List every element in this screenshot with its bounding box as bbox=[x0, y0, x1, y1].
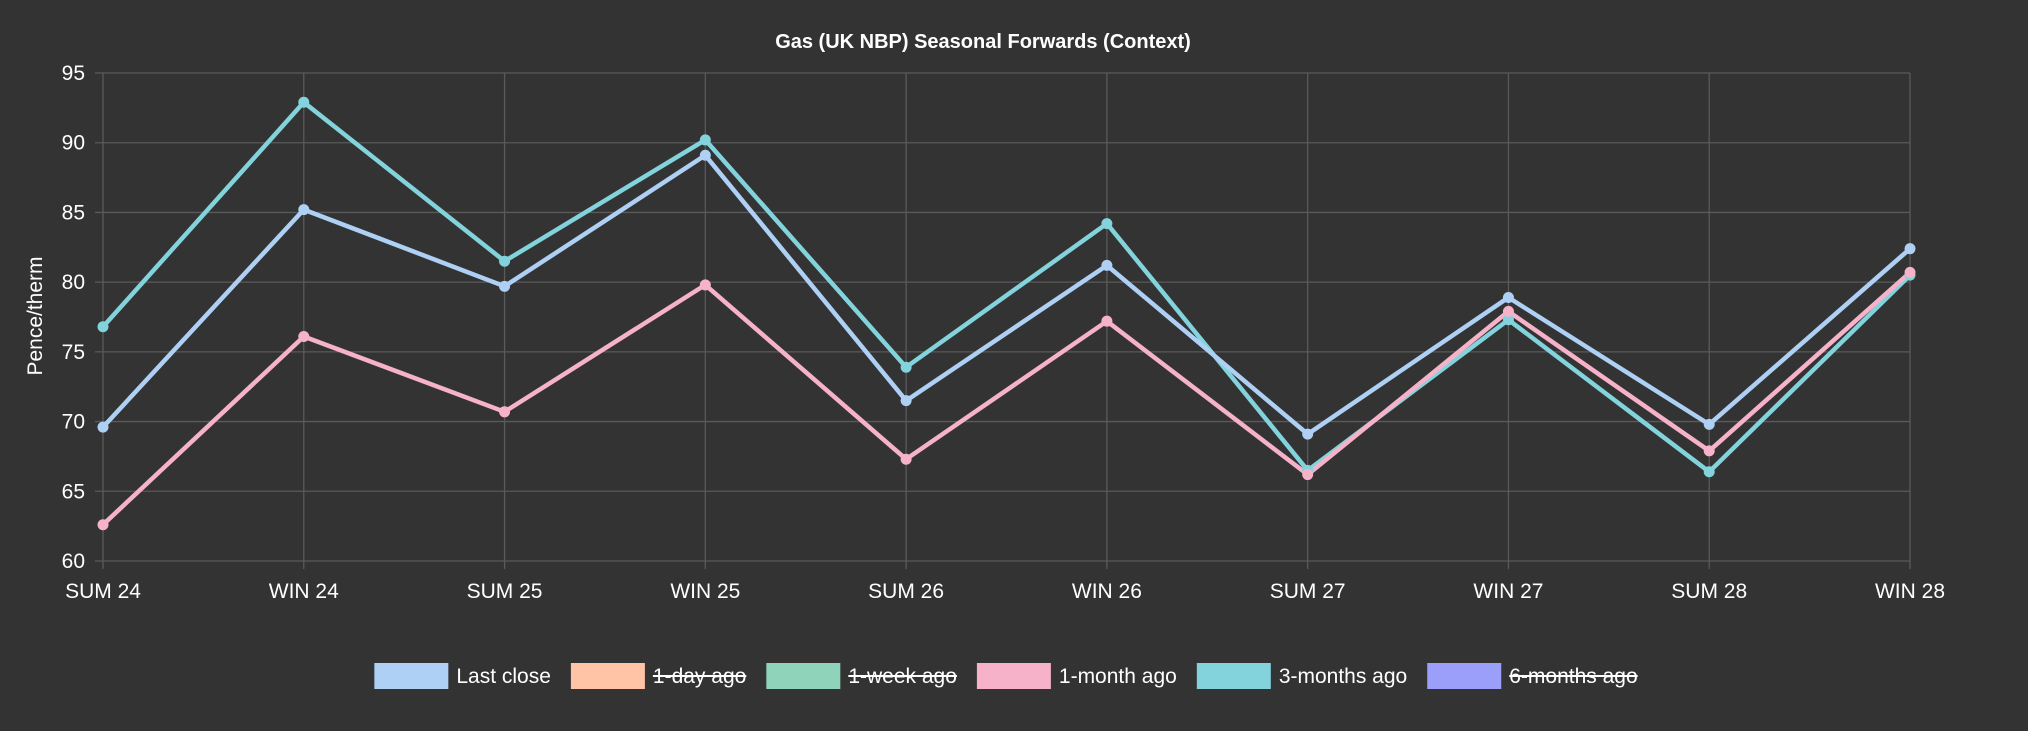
legend-swatch bbox=[1427, 663, 1502, 689]
x-tick-label: SUM 24 bbox=[65, 580, 141, 603]
y-axis-title: Pence/therm bbox=[24, 256, 47, 375]
legend-label: Last close bbox=[456, 665, 551, 688]
series-line-3-months-ago bbox=[101, 100, 1912, 475]
data-point-3-months-ago[interactable] bbox=[1502, 314, 1514, 326]
series-lines bbox=[101, 100, 1912, 527]
legend-item-6-months-ago[interactable]: 6-months ago bbox=[1427, 663, 1638, 689]
data-point-3-months-ago[interactable] bbox=[298, 96, 310, 108]
data-point-last-close[interactable] bbox=[1904, 243, 1916, 255]
legend: Last close 1-day ago 1-week ago 1-month ago… bbox=[374, 663, 1638, 689]
data-point-3-months-ago[interactable] bbox=[1101, 218, 1113, 230]
x-tick-label: WIN 26 bbox=[1072, 580, 1142, 603]
data-point-3-months-ago[interactable] bbox=[900, 361, 912, 373]
y-tick-label: 85 bbox=[62, 201, 85, 224]
legend-item-last-close[interactable]: Last close bbox=[374, 663, 551, 689]
data-point-last-close[interactable] bbox=[1302, 428, 1314, 440]
y-tick-label: 90 bbox=[62, 132, 85, 155]
data-point-last-close[interactable] bbox=[1703, 418, 1715, 430]
y-tick-label: 75 bbox=[62, 341, 85, 364]
data-point-1-month-ago[interactable] bbox=[699, 279, 711, 291]
series-line-last-close bbox=[101, 153, 1912, 437]
data-point-3-months-ago[interactable] bbox=[699, 134, 711, 146]
data-point-last-close[interactable] bbox=[499, 280, 511, 292]
data-point-1-month-ago[interactable] bbox=[900, 453, 912, 465]
x-tick-label: SUM 25 bbox=[467, 580, 543, 603]
y-tick-label: 70 bbox=[62, 411, 85, 434]
x-tick-label: SUM 26 bbox=[868, 580, 944, 603]
legend-swatch bbox=[570, 663, 645, 689]
data-point-3-months-ago[interactable] bbox=[1703, 466, 1715, 478]
x-tick-label: WIN 27 bbox=[1473, 580, 1543, 603]
x-tick-label: SUM 28 bbox=[1671, 580, 1747, 603]
y-axis-ticks: 60 65 70 75 80 85 90 95 bbox=[62, 62, 85, 573]
chart-title: Gas (UK NBP) Seasonal Forwards (Context) bbox=[775, 31, 1191, 53]
series-line-1-month-ago bbox=[101, 270, 1912, 527]
legend-swatch bbox=[766, 663, 841, 689]
y-tick-label: 80 bbox=[62, 271, 85, 294]
legend-item-1-month-ago[interactable]: 1-month ago bbox=[976, 663, 1177, 689]
series-points bbox=[97, 96, 1916, 531]
data-point-1-month-ago[interactable] bbox=[298, 331, 310, 343]
x-tick-label: SUM 27 bbox=[1270, 580, 1346, 603]
data-point-last-close[interactable] bbox=[97, 421, 109, 433]
legend-swatch bbox=[976, 663, 1051, 689]
legend-label: 3-months ago bbox=[1279, 665, 1407, 688]
data-point-last-close[interactable] bbox=[298, 204, 310, 216]
grid-lines bbox=[95, 72, 1911, 569]
x-axis-ticks: SUM 24 WIN 24 SUM 25 WIN 25 SUM 26 WIN 26 SUM … bbox=[65, 580, 1945, 603]
y-tick-label: 95 bbox=[62, 62, 85, 85]
data-point-last-close[interactable] bbox=[699, 149, 711, 161]
legend-label: 1-month ago bbox=[1059, 665, 1177, 688]
data-point-3-months-ago[interactable] bbox=[97, 321, 109, 333]
data-point-1-month-ago[interactable] bbox=[97, 519, 109, 531]
x-tick-label: WIN 24 bbox=[269, 580, 339, 603]
data-point-last-close[interactable] bbox=[1101, 259, 1113, 271]
data-point-last-close[interactable] bbox=[900, 395, 912, 407]
legend-item-1-day-ago[interactable]: 1-day ago bbox=[570, 663, 747, 689]
legend-swatch bbox=[374, 663, 449, 689]
legend-item-3-months-ago[interactable]: 3-months ago bbox=[1196, 663, 1407, 689]
y-tick-label: 60 bbox=[62, 550, 85, 573]
data-point-1-month-ago[interactable] bbox=[1904, 266, 1916, 278]
data-point-1-month-ago[interactable] bbox=[1101, 315, 1113, 327]
x-tick-label: WIN 25 bbox=[670, 580, 740, 603]
data-point-last-close[interactable] bbox=[1502, 291, 1514, 303]
data-point-1-month-ago[interactable] bbox=[1302, 469, 1314, 481]
legend-item-1-week-ago[interactable]: 1-week ago bbox=[766, 663, 957, 689]
data-point-1-month-ago[interactable] bbox=[1703, 445, 1715, 457]
data-point-3-months-ago[interactable] bbox=[499, 255, 511, 267]
x-tick-label: WIN 28 bbox=[1875, 580, 1945, 603]
y-tick-label: 65 bbox=[62, 480, 85, 503]
data-point-1-month-ago[interactable] bbox=[499, 406, 511, 418]
legend-swatch bbox=[1196, 663, 1271, 689]
data-point-1-month-ago[interactable] bbox=[1502, 305, 1514, 317]
